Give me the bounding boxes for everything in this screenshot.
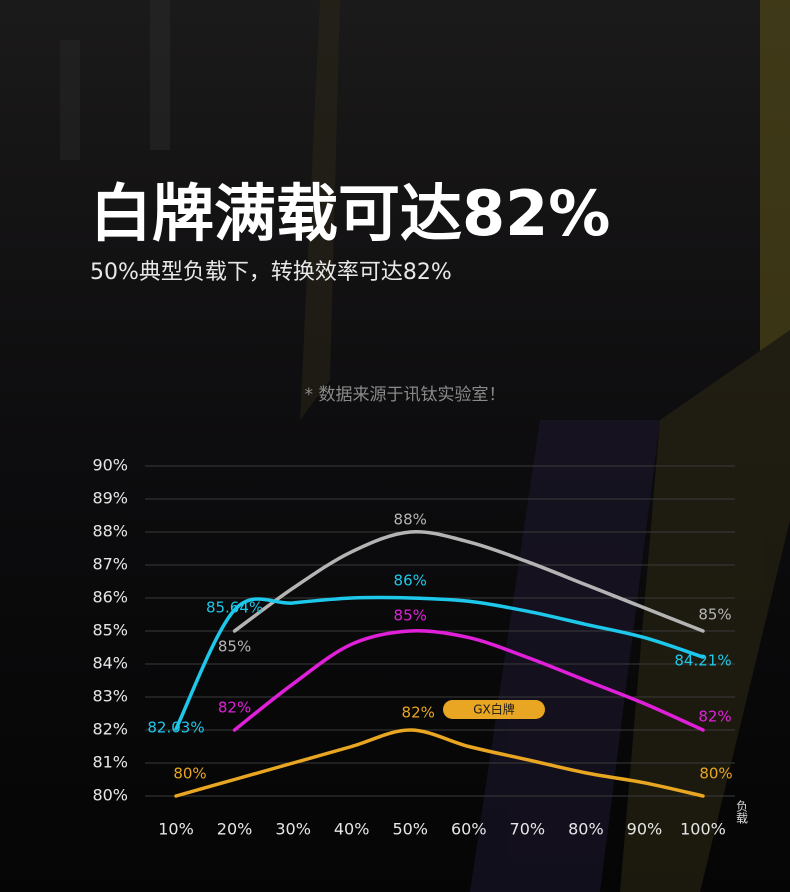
x-tick-label: 100% [680, 820, 726, 839]
data-label: 80% [699, 765, 732, 783]
data-label: 82% [218, 699, 251, 717]
data-label: 82.03% [147, 719, 204, 737]
title: 白牌满载可达82% [90, 177, 610, 250]
decor [60, 0, 790, 892]
x-tick-label: 10% [158, 820, 194, 839]
y-tick-label: 86% [92, 588, 128, 607]
data-label: 84.21% [674, 652, 731, 670]
y-tick-label: 80% [92, 786, 128, 805]
data-label: 85% [394, 607, 427, 625]
series-line [232, 629, 705, 732]
x-axis-label: 负载 [735, 800, 749, 825]
y-tick-label: 85% [92, 621, 128, 640]
series-line [174, 728, 705, 798]
data-label: 85% [698, 606, 731, 624]
x-tick-label: 90% [627, 820, 663, 839]
subtitle: 50%典型负载下，转换效率可达82% [90, 260, 452, 285]
x-tick-label: 30% [275, 820, 311, 839]
series-line [174, 595, 705, 731]
y-tick-label: 81% [92, 753, 128, 772]
x-tick-label: 40% [334, 820, 370, 839]
data-label: 88% [394, 511, 427, 529]
data-label: 85% [218, 638, 251, 656]
y-tick-label: 90% [92, 456, 128, 475]
x-tick-label: 80% [568, 820, 604, 839]
y-tick-label: 87% [92, 555, 128, 574]
data-label: 86% [394, 572, 427, 590]
y-tick-label: 83% [92, 687, 128, 706]
note: * 数据来源于讯钛实验室！ [305, 385, 506, 405]
x-tick-label: 60% [451, 820, 487, 839]
y-tick-label: 88% [92, 522, 128, 541]
y-tick-label: 82% [92, 720, 128, 739]
x-tick-label: 70% [510, 820, 546, 839]
legend-swatch [443, 700, 545, 719]
data-label: 82% [698, 708, 731, 726]
y-tick-label: 89% [92, 489, 128, 508]
y-tick-label: 84% [92, 654, 128, 673]
x-tick-label: 50% [392, 820, 428, 839]
data-label: 85.64% [206, 598, 263, 616]
x-tick-label: 20% [217, 820, 253, 839]
data-label: 80% [173, 765, 206, 783]
series-line [232, 529, 705, 633]
data-label: 82% [402, 704, 435, 722]
legend-label: GX白牌 [473, 702, 515, 717]
